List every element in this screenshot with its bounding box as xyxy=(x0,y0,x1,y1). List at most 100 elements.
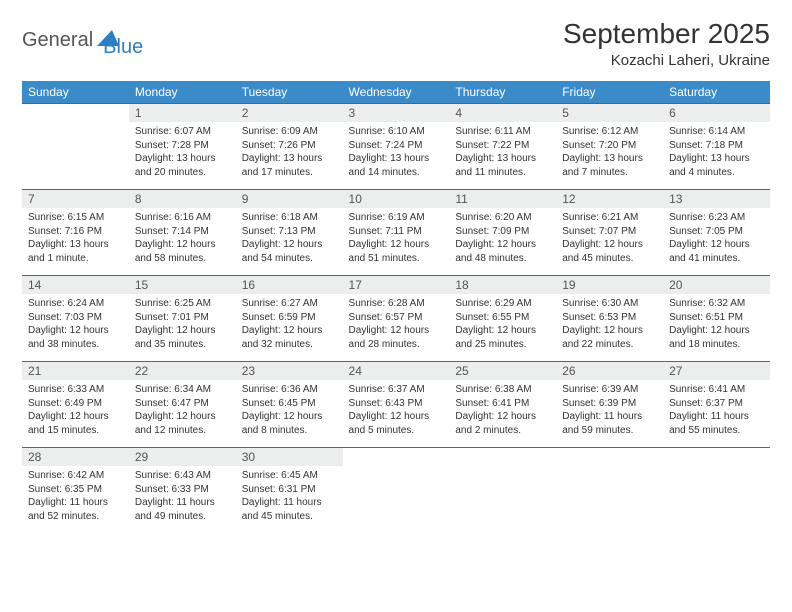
calendar-cell: 26Sunrise: 6:39 AMSunset: 6:39 PMDayligh… xyxy=(556,362,663,448)
day-details: Sunrise: 6:16 AMSunset: 7:14 PMDaylight:… xyxy=(129,208,236,271)
day-number: 13 xyxy=(663,190,770,208)
page: General Blue September 2025 Kozachi Lahe… xyxy=(0,0,792,552)
day-details: Sunrise: 6:41 AMSunset: 6:37 PMDaylight:… xyxy=(663,380,770,443)
day-number: 22 xyxy=(129,362,236,380)
day-number: 30 xyxy=(236,448,343,466)
calendar-row: 14Sunrise: 6:24 AMSunset: 7:03 PMDayligh… xyxy=(22,276,770,362)
calendar-cell: 6Sunrise: 6:14 AMSunset: 7:18 PMDaylight… xyxy=(663,104,770,190)
calendar-cell: 1Sunrise: 6:07 AMSunset: 7:28 PMDaylight… xyxy=(129,104,236,190)
day-details: Sunrise: 6:36 AMSunset: 6:45 PMDaylight:… xyxy=(236,380,343,443)
day-details: Sunrise: 6:39 AMSunset: 6:39 PMDaylight:… xyxy=(556,380,663,443)
calendar-cell: 12Sunrise: 6:21 AMSunset: 7:07 PMDayligh… xyxy=(556,190,663,276)
calendar-cell: 25Sunrise: 6:38 AMSunset: 6:41 PMDayligh… xyxy=(449,362,556,448)
calendar-table: SundayMondayTuesdayWednesdayThursdayFrid… xyxy=(22,81,770,534)
day-number: 19 xyxy=(556,276,663,294)
weekday-header: Sunday xyxy=(22,81,129,104)
calendar-cell: 14Sunrise: 6:24 AMSunset: 7:03 PMDayligh… xyxy=(22,276,129,362)
day-details: Sunrise: 6:07 AMSunset: 7:28 PMDaylight:… xyxy=(129,122,236,185)
calendar-cell: 28Sunrise: 6:42 AMSunset: 6:35 PMDayligh… xyxy=(22,448,129,534)
weekday-header: Monday xyxy=(129,81,236,104)
calendar-cell: 22Sunrise: 6:34 AMSunset: 6:47 PMDayligh… xyxy=(129,362,236,448)
calendar-cell: 10Sunrise: 6:19 AMSunset: 7:11 PMDayligh… xyxy=(343,190,450,276)
header: General Blue September 2025 Kozachi Lahe… xyxy=(22,18,770,69)
logo: General Blue xyxy=(22,22,143,59)
calendar-cell: 7Sunrise: 6:15 AMSunset: 7:16 PMDaylight… xyxy=(22,190,129,276)
calendar-row: 21Sunrise: 6:33 AMSunset: 6:49 PMDayligh… xyxy=(22,362,770,448)
day-number: 26 xyxy=(556,362,663,380)
day-number: 29 xyxy=(129,448,236,466)
weekday-header: Thursday xyxy=(449,81,556,104)
day-details: Sunrise: 6:14 AMSunset: 7:18 PMDaylight:… xyxy=(663,122,770,185)
calendar-cell-empty xyxy=(343,448,450,534)
day-details: Sunrise: 6:19 AMSunset: 7:11 PMDaylight:… xyxy=(343,208,450,271)
calendar-cell: 20Sunrise: 6:32 AMSunset: 6:51 PMDayligh… xyxy=(663,276,770,362)
calendar-cell: 24Sunrise: 6:37 AMSunset: 6:43 PMDayligh… xyxy=(343,362,450,448)
day-details: Sunrise: 6:21 AMSunset: 7:07 PMDaylight:… xyxy=(556,208,663,271)
weekday-header: Wednesday xyxy=(343,81,450,104)
day-details: Sunrise: 6:32 AMSunset: 6:51 PMDaylight:… xyxy=(663,294,770,357)
weekday-header: Saturday xyxy=(663,81,770,104)
title-block: September 2025 Kozachi Laheri, Ukraine xyxy=(563,18,770,69)
weekday-header: Tuesday xyxy=(236,81,343,104)
day-number: 7 xyxy=(22,190,129,208)
logo-text-blue: Blue xyxy=(103,36,143,58)
day-number: 27 xyxy=(663,362,770,380)
page-subtitle: Kozachi Laheri, Ukraine xyxy=(563,52,770,69)
day-details: Sunrise: 6:23 AMSunset: 7:05 PMDaylight:… xyxy=(663,208,770,271)
day-details: Sunrise: 6:27 AMSunset: 6:59 PMDaylight:… xyxy=(236,294,343,357)
day-details: Sunrise: 6:33 AMSunset: 6:49 PMDaylight:… xyxy=(22,380,129,443)
day-details: Sunrise: 6:38 AMSunset: 6:41 PMDaylight:… xyxy=(449,380,556,443)
calendar-cell: 4Sunrise: 6:11 AMSunset: 7:22 PMDaylight… xyxy=(449,104,556,190)
day-number: 12 xyxy=(556,190,663,208)
page-title: September 2025 xyxy=(563,18,770,50)
calendar-row: 1Sunrise: 6:07 AMSunset: 7:28 PMDaylight… xyxy=(22,104,770,190)
calendar-cell: 8Sunrise: 6:16 AMSunset: 7:14 PMDaylight… xyxy=(129,190,236,276)
day-number: 2 xyxy=(236,104,343,122)
calendar-cell-empty xyxy=(449,448,556,534)
day-details: Sunrise: 6:18 AMSunset: 7:13 PMDaylight:… xyxy=(236,208,343,271)
day-number: 1 xyxy=(129,104,236,122)
day-details: Sunrise: 6:09 AMSunset: 7:26 PMDaylight:… xyxy=(236,122,343,185)
day-number: 18 xyxy=(449,276,556,294)
day-details: Sunrise: 6:25 AMSunset: 7:01 PMDaylight:… xyxy=(129,294,236,357)
day-details: Sunrise: 6:11 AMSunset: 7:22 PMDaylight:… xyxy=(449,122,556,185)
day-number: 5 xyxy=(556,104,663,122)
day-number: 15 xyxy=(129,276,236,294)
day-details: Sunrise: 6:12 AMSunset: 7:20 PMDaylight:… xyxy=(556,122,663,185)
weekday-header: Friday xyxy=(556,81,663,104)
day-details: Sunrise: 6:42 AMSunset: 6:35 PMDaylight:… xyxy=(22,466,129,529)
day-details: Sunrise: 6:24 AMSunset: 7:03 PMDaylight:… xyxy=(22,294,129,357)
day-number: 16 xyxy=(236,276,343,294)
calendar-cell-empty xyxy=(556,448,663,534)
calendar-cell: 29Sunrise: 6:43 AMSunset: 6:33 PMDayligh… xyxy=(129,448,236,534)
calendar-cell: 15Sunrise: 6:25 AMSunset: 7:01 PMDayligh… xyxy=(129,276,236,362)
calendar-cell: 11Sunrise: 6:20 AMSunset: 7:09 PMDayligh… xyxy=(449,190,556,276)
day-number: 11 xyxy=(449,190,556,208)
calendar-cell: 5Sunrise: 6:12 AMSunset: 7:20 PMDaylight… xyxy=(556,104,663,190)
day-number: 9 xyxy=(236,190,343,208)
day-number: 23 xyxy=(236,362,343,380)
calendar-cell-empty xyxy=(663,448,770,534)
logo-text-general: General xyxy=(22,29,93,52)
day-details: Sunrise: 6:20 AMSunset: 7:09 PMDaylight:… xyxy=(449,208,556,271)
calendar-cell: 16Sunrise: 6:27 AMSunset: 6:59 PMDayligh… xyxy=(236,276,343,362)
day-details: Sunrise: 6:10 AMSunset: 7:24 PMDaylight:… xyxy=(343,122,450,185)
day-number: 28 xyxy=(22,448,129,466)
day-number: 20 xyxy=(663,276,770,294)
day-details: Sunrise: 6:30 AMSunset: 6:53 PMDaylight:… xyxy=(556,294,663,357)
calendar-cell: 27Sunrise: 6:41 AMSunset: 6:37 PMDayligh… xyxy=(663,362,770,448)
day-details: Sunrise: 6:29 AMSunset: 6:55 PMDaylight:… xyxy=(449,294,556,357)
day-number: 10 xyxy=(343,190,450,208)
day-number: 17 xyxy=(343,276,450,294)
day-details: Sunrise: 6:43 AMSunset: 6:33 PMDaylight:… xyxy=(129,466,236,529)
day-number: 14 xyxy=(22,276,129,294)
calendar-cell: 9Sunrise: 6:18 AMSunset: 7:13 PMDaylight… xyxy=(236,190,343,276)
calendar-row: 28Sunrise: 6:42 AMSunset: 6:35 PMDayligh… xyxy=(22,448,770,534)
calendar-cell: 30Sunrise: 6:45 AMSunset: 6:31 PMDayligh… xyxy=(236,448,343,534)
day-number: 24 xyxy=(343,362,450,380)
calendar-cell: 2Sunrise: 6:09 AMSunset: 7:26 PMDaylight… xyxy=(236,104,343,190)
day-number: 6 xyxy=(663,104,770,122)
calendar-body: 1Sunrise: 6:07 AMSunset: 7:28 PMDaylight… xyxy=(22,104,770,534)
calendar-cell: 23Sunrise: 6:36 AMSunset: 6:45 PMDayligh… xyxy=(236,362,343,448)
calendar-cell: 17Sunrise: 6:28 AMSunset: 6:57 PMDayligh… xyxy=(343,276,450,362)
